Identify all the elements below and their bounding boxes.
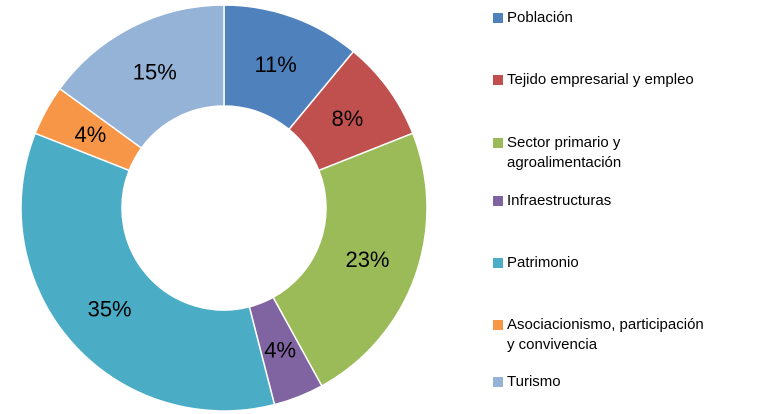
data-label: 11%	[254, 52, 296, 77]
legend-label: Patrimonio	[507, 254, 579, 271]
legend-item: Población	[493, 8, 573, 28]
legend-item: Asociacionismo, participación y conviven…	[493, 315, 704, 355]
legend-swatch	[493, 258, 503, 268]
legend: Población Tejido empresarial y empleo Sect…	[493, 0, 762, 414]
legend-item: Sector primario y agroalimentación	[493, 133, 621, 173]
legend-item: Tejido empresarial y empleo	[493, 70, 694, 90]
data-label: 35%	[88, 296, 132, 321]
legend-swatch	[493, 320, 503, 330]
legend-swatch	[493, 138, 503, 148]
legend-label: Turismo	[507, 373, 561, 390]
data-label: 8%	[331, 106, 363, 131]
legend-label: Infraestructuras	[507, 192, 612, 209]
legend-swatch	[493, 13, 503, 23]
donut-segment	[58, 4, 225, 150]
legend-label: Población	[507, 9, 573, 26]
data-label: 15%	[133, 60, 177, 85]
legend-item: Turismo	[493, 372, 561, 392]
donut-segment	[272, 132, 428, 387]
legend-swatch	[493, 196, 503, 206]
legend-item: Patrimonio	[493, 253, 579, 273]
data-label: 4%	[264, 337, 296, 362]
legend-swatch	[493, 377, 503, 387]
legend-label: Asociacionismo, participación y conviven…	[507, 316, 704, 353]
legend-item: Infraestructuras	[493, 191, 611, 211]
legend-label: Tejido empresarial y empleo	[507, 71, 694, 88]
legend-swatch	[493, 75, 503, 85]
chart: 11% 8% 23% 4% 35% 4% 15%	[20, 4, 428, 412]
legend-label: Sector primario y agroalimentación	[507, 134, 622, 171]
data-label: 23%	[345, 247, 389, 272]
donut-segment	[20, 132, 276, 412]
data-label: 4%	[74, 122, 106, 147]
